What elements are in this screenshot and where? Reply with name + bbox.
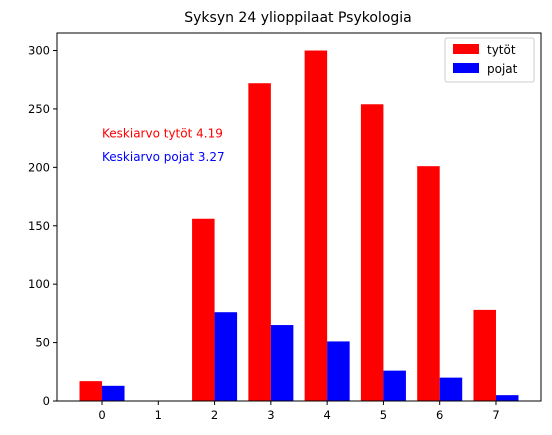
bar-pojat-5 xyxy=(383,370,406,401)
bar-pojat-2 xyxy=(214,312,238,401)
bar-tytöt-2 xyxy=(192,218,215,401)
x-axis: 0 1 2 3 4 5 6 7 xyxy=(98,401,500,422)
y-tick-label-200: 200 xyxy=(28,160,50,174)
annotation-0: Keskiarvo tytöt 4.19 xyxy=(102,126,223,140)
bars-group xyxy=(79,50,519,402)
chart-title: Syksyn 24 ylioppilaat Psykologia xyxy=(184,10,412,26)
annotations-group: Keskiarvo tytöt 4.19 Keskiarvo pojat 3.27 xyxy=(102,126,225,163)
legend-swatch-pojat xyxy=(453,63,479,73)
y-tick-label-300: 300 xyxy=(28,44,50,58)
plot-frame xyxy=(56,32,542,402)
y-tick-label-250: 250 xyxy=(28,102,50,116)
legend-label-tytöt: tytöt xyxy=(487,43,516,57)
x-tick-label-6: 6 xyxy=(436,408,443,422)
x-tick-label-2: 2 xyxy=(211,408,218,422)
bar-pojat-3 xyxy=(270,325,294,401)
bar-tytöt-3 xyxy=(248,83,271,401)
bar-pojat-7 xyxy=(495,395,519,401)
bar-tytöt-5 xyxy=(360,104,384,401)
y-axis: 0 50 100 150 200 250 300 xyxy=(28,44,57,408)
legend-swatch-tytöt xyxy=(453,44,479,54)
legend: tytöt pojat xyxy=(444,37,535,83)
bar-tytöt-7 xyxy=(473,309,496,401)
y-tick-label-100: 100 xyxy=(28,277,50,291)
x-tick-label-4: 4 xyxy=(323,408,330,422)
bar-pojat-0 xyxy=(102,385,125,401)
y-tick-label-50: 50 xyxy=(35,336,50,350)
x-tick-label-5: 5 xyxy=(380,408,387,422)
x-tick-label-1: 1 xyxy=(155,408,162,422)
bar-tytöt-0 xyxy=(79,381,103,401)
x-tick-label-3: 3 xyxy=(267,408,274,422)
x-tick-label-0: 0 xyxy=(98,408,105,422)
legend-label-pojat: pojat xyxy=(487,62,518,76)
bar-tytöt-4 xyxy=(304,50,328,402)
bar-pojat-6 xyxy=(439,377,463,401)
bar-pojat-4 xyxy=(327,341,350,401)
bar-tytöt-6 xyxy=(417,166,440,401)
x-tick-label-7: 7 xyxy=(492,408,499,422)
y-tick-label-150: 150 xyxy=(28,219,50,233)
annotation-1: Keskiarvo pojat 3.27 xyxy=(102,150,225,164)
y-tick-label-0: 0 xyxy=(43,394,50,408)
